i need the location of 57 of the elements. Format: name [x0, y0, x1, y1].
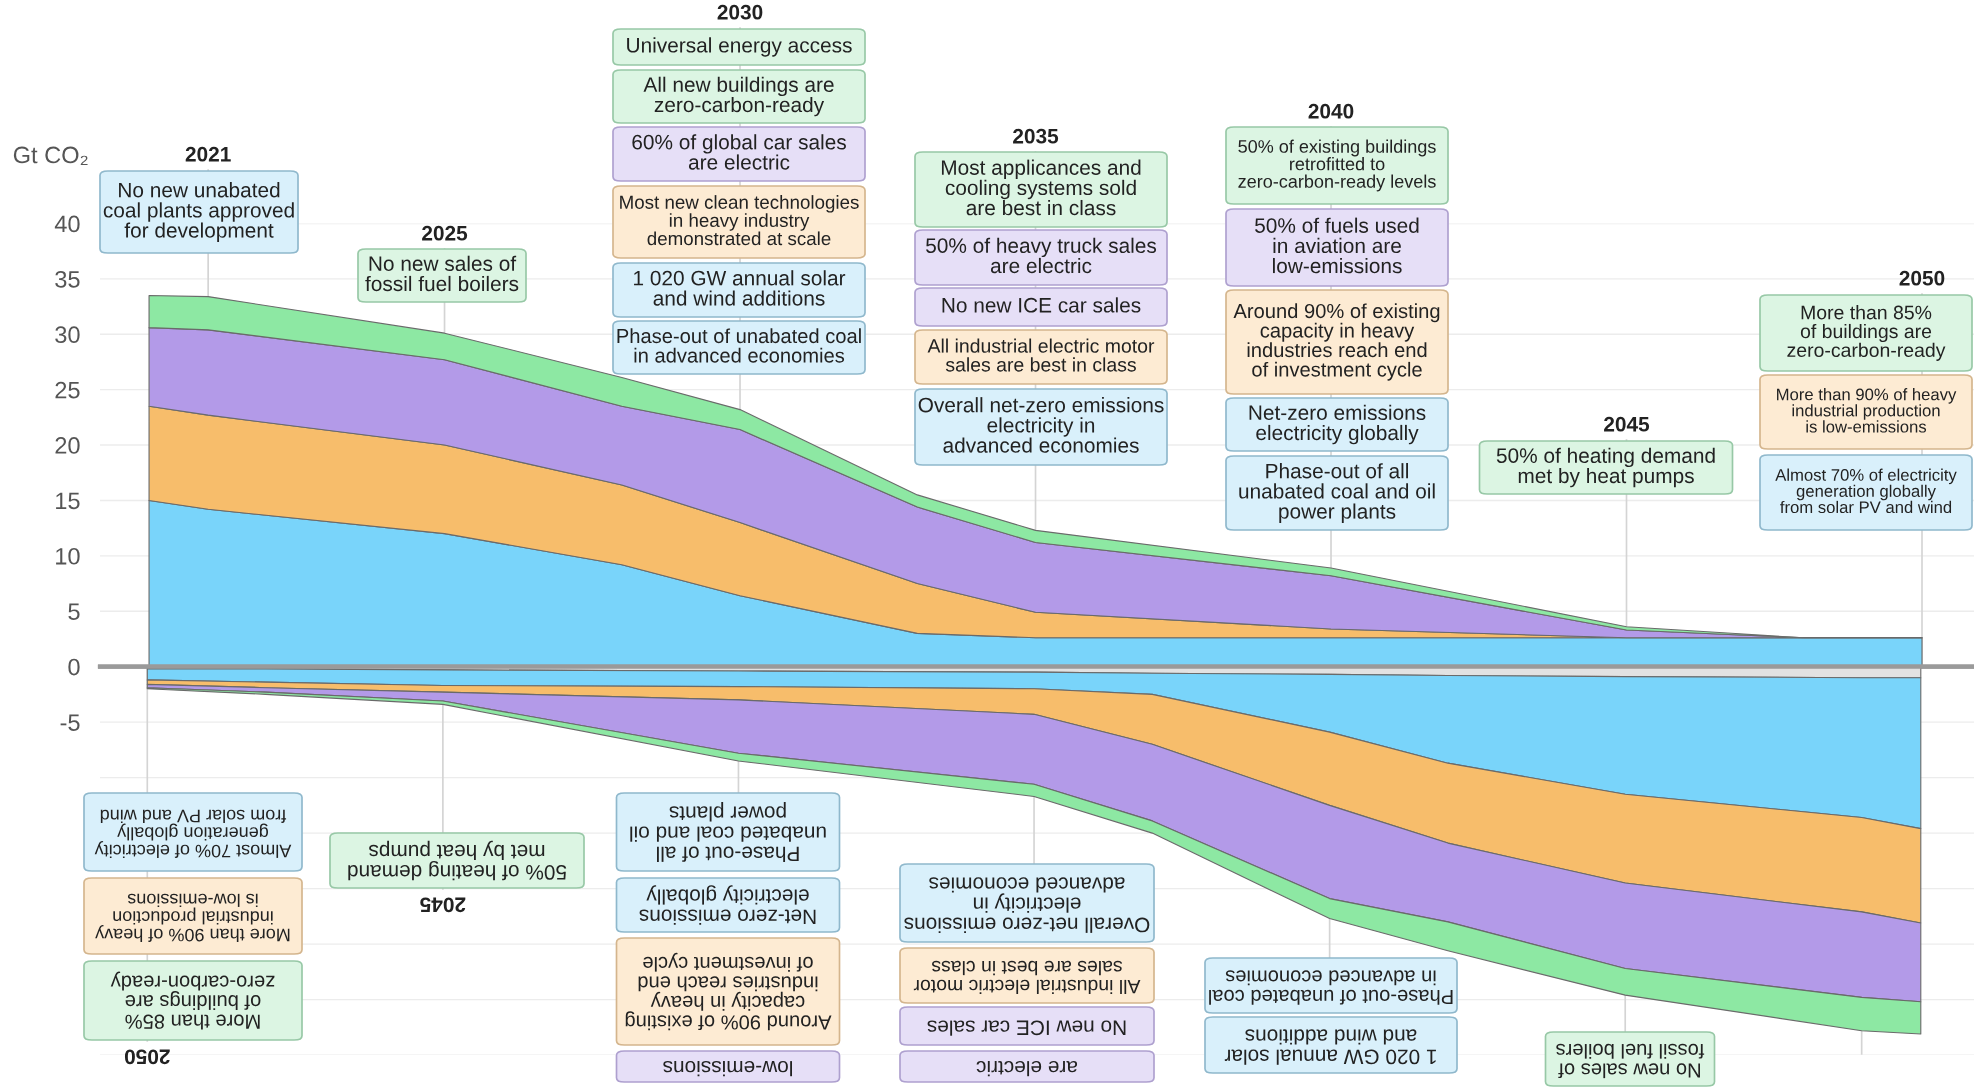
annotation: No new ICE car sales: [927, 1020, 1126, 1036]
annotation: No new sales of fossil fuel boilers: [365, 255, 519, 292]
annotation: Phase-out of unabated coal in advanced economies: [1209, 970, 1453, 1005]
annotation: Net-zero emissions electricity globally: [1249, 404, 1426, 445]
annotation: Almost 70% of electricity generation globally from solar PV and wind: [94, 809, 292, 858]
ref-line-label: 2021: [185, 146, 231, 162]
annotation: Overall net-zero emissions electricity in advanced economies: [918, 397, 1164, 453]
annotation: Almost 70% of electricity generation globally from solar PV and wind: [1775, 468, 1957, 514]
annotation: Most new clean technologies in heavy industry demonstrated at scale: [620, 195, 859, 246]
annotation: More than 90% of heavy industrial production is low-emissions: [95, 893, 290, 942]
annotation: Phase-out of unabated coal in advanced economies: [617, 328, 861, 363]
text: are electric: [976, 1060, 1078, 1077]
annotation: All industrial electric motor sales are best in class: [913, 960, 1141, 994]
annotation: Net-zero emissions electricity globally: [639, 885, 816, 925]
text: 50% of existing buildings retrofitted to zero-carbon-ready levels: [1238, 139, 1436, 192]
annotation: Phase-out of all unabated coal and oil power plants: [630, 802, 826, 862]
y-tick-label: 20: [55, 437, 80, 454]
y-tick-label: 0: [68, 658, 80, 676]
annotation: Around 90% of existing capacity in heavy industries reach end of investment cycle: [625, 952, 832, 1031]
annotation: No new unabated coal plants approved for development: [103, 182, 294, 242]
text: All new buildings are zero-carbon-ready: [643, 76, 834, 117]
y-tick-label: 35: [55, 270, 80, 288]
annotation: 50% of heating demand met by heat pumps: [1496, 447, 1715, 488]
annotation: 50% of heavy truck sales are electric: [926, 237, 1157, 274]
y-axis-title: Gt CO₂: [13, 146, 88, 166]
ref-line-label: 2030: [717, 4, 763, 20]
ref-line-label: 2025: [422, 225, 468, 241]
annotation: All industrial electric motor sales are best in class: [927, 338, 1155, 372]
y-tick-label: 10: [56, 547, 80, 565]
y-tick-label: 40: [54, 215, 80, 233]
y-tick-label: 25: [55, 381, 80, 399]
ref-line-label: 2040: [1308, 103, 1354, 119]
annotation: 1 020 GW annual solar and wind additions: [1224, 1029, 1436, 1065]
annotation: 1 020 GW annual solar and wind additions: [634, 270, 846, 306]
annotation: Phase-out of all unabated coal and oil power plants: [1239, 463, 1435, 523]
y-tick-label: 15: [56, 492, 80, 510]
annotation: 50% of heating demand met by heat pumps: [348, 840, 567, 881]
annotation: More than 85% of buildings are zero-carbon-ready: [1787, 305, 1946, 361]
annotation: Around 90% of existing capacity in heavy industries reach end of investment cycle: [1233, 303, 1440, 381]
annotation: More than 90% of heavy industrial production is low-emissions: [1777, 388, 1957, 433]
text: Universal energy access: [627, 37, 852, 57]
ref-line-label: 2050: [124, 1049, 170, 1065]
annotation: More than 85% of buildings are zero-carbon-ready: [110, 971, 275, 1030]
annotation: Overall net-zero emissions electricity in advanced economies: [904, 877, 1150, 933]
ref-line-label: 2045: [1604, 416, 1650, 432]
annotation: 50% of fuels used in aviation are low-emissions: [1255, 217, 1419, 274]
text: 60% of global car sales are electric: [632, 134, 846, 170]
y-tick-label: 5: [68, 603, 80, 620]
ref-line-label: 2035: [1013, 128, 1059, 144]
annotation: No new sales of fossil fuel boilers: [1556, 1043, 1705, 1079]
y-tick-label: 30: [55, 326, 80, 344]
text: Most applicances and cooling systems sold are best in class: [941, 159, 1141, 216]
y-tick-label: -5: [60, 714, 80, 731]
text: low-emissions: [663, 1060, 792, 1077]
annotation: No new ICE car sales: [942, 297, 1141, 313]
ref-line-label: 2050: [1899, 270, 1945, 286]
ref-line-label: 2045: [420, 897, 466, 913]
